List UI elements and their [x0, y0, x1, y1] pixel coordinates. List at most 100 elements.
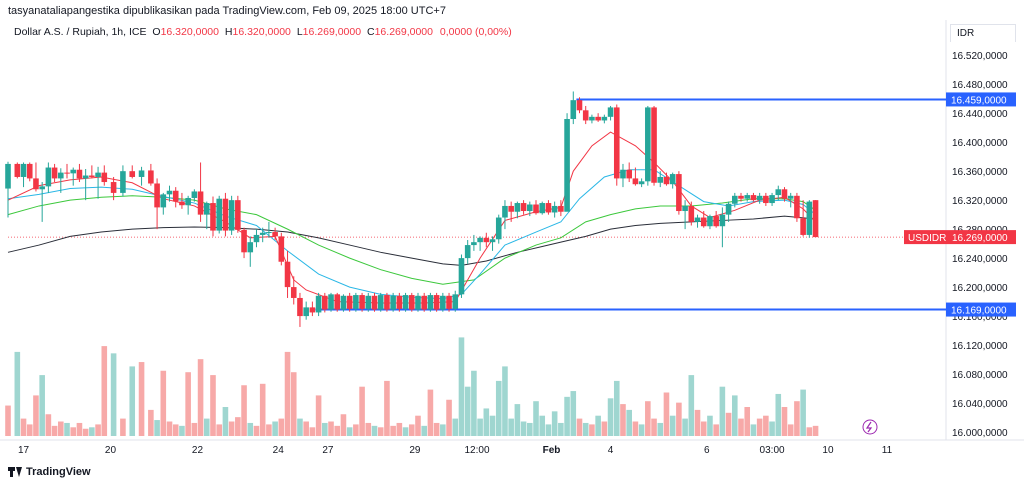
volume-bar: [452, 418, 459, 436]
volume-bar: [415, 415, 421, 436]
volume-bar: [51, 425, 58, 436]
volume-bar: [89, 427, 95, 436]
candle-body: [657, 176, 664, 183]
candle-body: [290, 287, 297, 298]
volume-bar: [210, 375, 216, 436]
candle-body: [129, 171, 136, 177]
candle-body: [781, 189, 788, 199]
volume-bar: [440, 424, 446, 436]
candle-body: [589, 116, 595, 121]
currency-label[interactable]: IDR: [950, 24, 1016, 42]
high-value: 16.320,0000: [232, 26, 291, 38]
candle-body: [235, 200, 241, 230]
candle-body: [5, 163, 11, 189]
symbol-label[interactable]: Dollar A.S. / Rupiah, 1h, ICE: [14, 26, 147, 38]
volume-bar: [45, 414, 52, 436]
candle-body: [64, 172, 70, 174]
y-tick-label: 16.160,0000: [952, 312, 1008, 323]
x-tick-label: 27: [322, 445, 334, 456]
volume-bar: [514, 404, 521, 436]
volume-bar: [694, 409, 701, 436]
candle-body: [520, 203, 527, 212]
volume-bar: [545, 424, 552, 436]
y-tick-label: 16.240,0000: [952, 254, 1008, 265]
x-tick-label: Feb: [543, 445, 561, 456]
volume-bar: [756, 418, 763, 436]
volume-bar: [527, 422, 533, 436]
candle-body: [45, 167, 52, 187]
x-tick-label: 11: [882, 445, 893, 456]
candle-body: [191, 191, 198, 198]
volume-bar: [663, 392, 670, 436]
candle-body: [582, 110, 589, 121]
candle-body: [731, 195, 738, 204]
candle-body: [595, 116, 601, 121]
volume-bar: [508, 418, 514, 436]
volume-bar: [489, 415, 496, 436]
volume-bar: [676, 402, 682, 436]
candle-body: [365, 295, 372, 309]
candle-body: [101, 172, 108, 183]
candle-body: [452, 294, 459, 309]
candle-body: [328, 294, 334, 310]
volume-bar: [179, 425, 185, 436]
volume-bar: [651, 418, 657, 436]
volume-bar: [166, 421, 173, 436]
candle-body: [744, 195, 751, 199]
volume-bar: [154, 420, 160, 436]
volume-bar: [138, 362, 145, 436]
candle-body: [222, 198, 229, 231]
open-value: 16.320,0000: [160, 26, 219, 38]
candle-body: [446, 295, 452, 309]
candle-body: [284, 261, 291, 288]
volume-bar: [70, 427, 77, 436]
candle-body: [769, 195, 775, 204]
volume-bar: [408, 424, 415, 436]
y-tick-label: 16.080,0000: [952, 370, 1008, 381]
volume-bar: [471, 370, 477, 436]
candle-body: [613, 107, 620, 179]
volume-bar: [203, 418, 210, 436]
volume-bar: [669, 415, 676, 436]
volume-bar: [769, 421, 775, 436]
candle-body: [138, 170, 145, 177]
volume-bar: [197, 359, 204, 436]
volume-bar: [266, 424, 272, 436]
candle-body: [203, 203, 210, 215]
volume-bar: [5, 405, 11, 436]
candle-body: [564, 119, 570, 212]
candle-body: [70, 169, 77, 174]
candle-body: [197, 191, 204, 215]
candle-body: [266, 232, 272, 234]
candle-body: [309, 307, 316, 313]
volume-bar: [427, 389, 434, 436]
y-tick-label: 16.480,0000: [952, 80, 1008, 91]
volume-bar: [160, 370, 167, 436]
x-tick-label: 29: [409, 445, 421, 456]
volume-bar: [613, 380, 620, 436]
volume-bar: [682, 418, 688, 436]
candle-body: [359, 295, 365, 309]
candle-body: [433, 295, 440, 310]
volume-bar: [110, 353, 117, 436]
last-price-value: 16.269,0000: [952, 233, 1008, 244]
volume-bar: [446, 399, 452, 436]
volume-bar: [284, 351, 291, 436]
candle-body: [26, 163, 33, 179]
candle-body: [458, 258, 465, 295]
volume-bar: [781, 407, 788, 436]
candle-body: [377, 295, 384, 310]
level-price-label: 16.459,0000: [951, 95, 1007, 106]
tradingview-logo[interactable]: TradingView: [8, 466, 91, 478]
volume-bar: [315, 395, 322, 436]
volume-bar: [402, 427, 409, 436]
volume-bar: [657, 422, 664, 436]
x-tick-label: 24: [273, 445, 285, 456]
volume-bar: [477, 418, 483, 436]
candle-body: [210, 203, 216, 231]
candle-body: [179, 201, 185, 206]
volume-bar: [495, 380, 502, 436]
volume-bar: [558, 422, 564, 436]
candle-body: [421, 295, 427, 310]
